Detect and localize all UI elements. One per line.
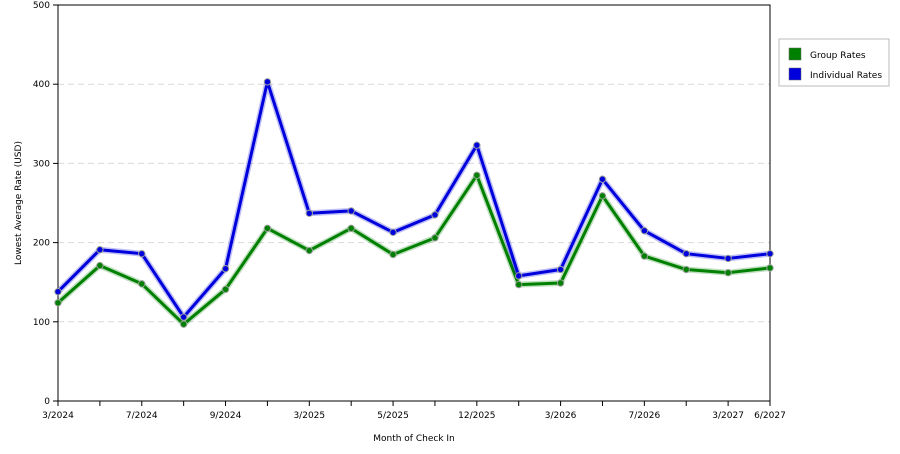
- x-tick-label: 3/2025: [293, 411, 325, 421]
- data-point-group-rates: [640, 252, 649, 260]
- data-point-group-rates: [347, 224, 355, 233]
- y-tick-label: 500: [33, 1, 50, 11]
- y-tick-label: 400: [33, 80, 50, 90]
- data-point-group-rates: [515, 280, 523, 289]
- x-tick-label: 5/2025: [377, 411, 409, 421]
- data-point-group-rates: [138, 280, 146, 288]
- x-tick-label: 3/2024: [42, 411, 74, 421]
- data-point-individual-rates: [96, 246, 104, 254]
- data-point-individual-rates: [263, 78, 272, 86]
- data-point-group-rates: [682, 265, 690, 274]
- data-point-group-rates: [766, 264, 774, 272]
- x-tick-label: 7/2024: [126, 411, 158, 421]
- data-point-individual-rates: [305, 209, 313, 217]
- series-line-shadow-group-rates: [56, 172, 771, 328]
- series-line-group-rates: [57, 173, 771, 326]
- data-point-individual-rates: [640, 227, 649, 235]
- data-point-individual-rates: [766, 249, 774, 258]
- x-tick-label: 9/2024: [210, 411, 242, 421]
- data-point-individual-rates: [724, 254, 732, 263]
- data-point-individual-rates: [473, 141, 481, 149]
- legend-swatch: [788, 67, 802, 81]
- legend-label: Group Rates: [810, 51, 866, 61]
- series-layer: [54, 78, 774, 328]
- data-point-group-rates: [263, 224, 272, 233]
- plot-area-frame: [57, 4, 771, 402]
- data-point-individual-rates: [556, 265, 565, 274]
- data-point-individual-rates: [54, 288, 62, 296]
- y-axis-title: Lowest Average Rate (USD): [14, 141, 24, 265]
- data-point-individual-rates: [515, 272, 523, 280]
- data-point-group-rates: [96, 261, 104, 270]
- y-tick-label: 100: [33, 318, 50, 328]
- legend-swatch: [788, 47, 802, 61]
- x-tick-label: 3/2026: [545, 411, 577, 421]
- data-point-individual-rates: [138, 249, 146, 258]
- data-point-individual-rates: [682, 249, 690, 258]
- data-point-individual-rates: [179, 313, 188, 321]
- series-line-individual-rates: [56, 80, 771, 319]
- data-point-individual-rates: [221, 265, 230, 273]
- data-point-group-rates: [598, 192, 607, 200]
- x-tick-label: 12/2025: [458, 411, 495, 421]
- data-point-group-rates: [389, 250, 397, 259]
- data-point-group-rates: [179, 320, 188, 328]
- series-line-shadow-individual-rates: [55, 78, 771, 321]
- y-tick-label: 200: [33, 239, 50, 249]
- legend: Group Rates Individual Rates: [778, 38, 890, 87]
- data-point-group-rates: [724, 268, 732, 277]
- data-point-group-rates: [305, 246, 313, 255]
- y-tick-label: 0: [44, 397, 50, 407]
- x-axis: 3/2024 7/2024 9/2024 3/2025 5/2025 12/2025 3/2…: [42, 401, 786, 421]
- data-point-group-rates: [221, 285, 230, 294]
- data-point-individual-rates: [431, 211, 439, 219]
- data-point-group-rates: [473, 171, 481, 179]
- x-tick-label: 3/2027: [712, 411, 744, 421]
- y-tick-label: 300: [33, 159, 50, 169]
- data-point-group-rates: [556, 279, 565, 287]
- grid-lines: [58, 83, 770, 323]
- x-tick-label: 7/2026: [629, 411, 661, 421]
- data-point-group-rates: [54, 299, 62, 307]
- data-point-individual-rates: [389, 228, 397, 237]
- legend-label: Individual Rates: [810, 71, 882, 81]
- x-axis-title: Month of Check In: [373, 434, 455, 444]
- y-axis: 0 100 200 300 400 500: [33, 1, 58, 407]
- x-tick-label: 6/2027: [754, 411, 786, 421]
- data-point-individual-rates: [598, 175, 607, 183]
- data-point-group-rates: [431, 234, 439, 242]
- data-point-individual-rates: [347, 207, 355, 215]
